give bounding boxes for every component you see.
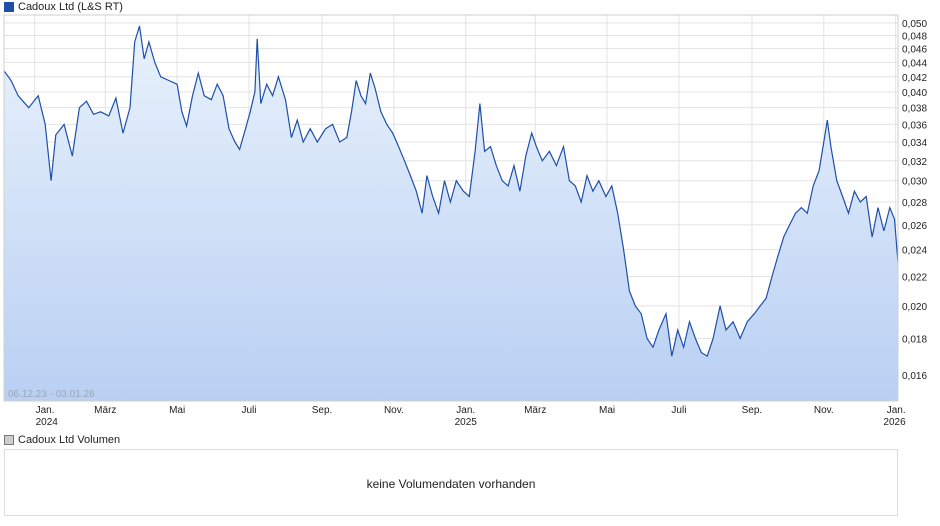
date-range-label: 06.12.23 - 03.01.26 [8,389,95,400]
price-area [4,26,898,401]
y-tick-label: 0,048 [902,32,927,43]
y-tick-label: 0,050 [902,19,927,30]
y-tick-label: 0,024 [902,246,927,257]
volume-legend: Cadoux Ltd Volumen [4,434,120,446]
x-tick-label: März [524,405,546,416]
y-tick-label: 0,028 [902,198,927,209]
no-volume-message: keine Volumendaten vorhanden [366,477,536,491]
y-tick-label: 0,042 [902,73,927,84]
price-legend: Cadoux Ltd (L&S RT) [4,1,123,13]
y-tick-label: 0,016 [902,371,927,382]
x-tick-label: März [94,405,116,416]
volume-legend-swatch [4,435,14,445]
price-chart: 0,016 0,018 0,020 0,022 0,024 0,026 0,028 0,030… [3,14,927,428]
y-tick-label: 0,046 [902,45,927,56]
x-tick-year-label: 2025 [455,417,478,428]
x-tick-label: Jan. [456,405,475,416]
y-tick-label: 0,022 [902,272,927,283]
x-tick-label: Sep. [742,405,763,416]
x-tick-label: Nov. [814,405,834,416]
y-tick-label: 0,030 [902,177,927,188]
x-tick-year-label: 2026 [883,417,906,428]
x-tick-label: Nov. [384,405,404,416]
price-legend-label: Cadoux Ltd (L&S RT) [18,1,123,13]
volume-legend-label: Cadoux Ltd Volumen [18,434,121,446]
x-tick-label: Jan. [887,405,906,416]
x-tick-label: Sep. [312,405,333,416]
price-line [3,25,899,358]
y-tick-label: 0,040 [902,88,927,99]
x-tick-label: Juli [241,405,256,416]
y-tick-label: 0,038 [902,104,927,115]
x-tick-label: Jan. [36,405,55,416]
x-tick-label: Juli [671,405,686,416]
y-axis-labels: 0,016 0,018 0,020 0,022 0,024 0,026 0,028 0,030… [902,19,927,382]
y-tick-label: 0,036 [902,120,927,131]
price-legend-swatch [4,2,14,12]
y-tick-label: 0,018 [902,334,927,345]
y-tick-label: 0,044 [902,58,927,69]
y-tick-label: 0,026 [902,221,927,232]
x-tick-label: Mai [599,405,615,416]
x-tick-year-label: 2024 [36,417,59,428]
x-tick-label: Mai [169,405,185,416]
y-tick-label: 0,032 [902,157,927,168]
plot-frame [3,14,899,402]
y-tick-label: 0,020 [902,302,927,313]
y-tick-label: 0,034 [902,138,927,149]
volume-panel: keine Volumendaten vorhanden [4,449,898,516]
